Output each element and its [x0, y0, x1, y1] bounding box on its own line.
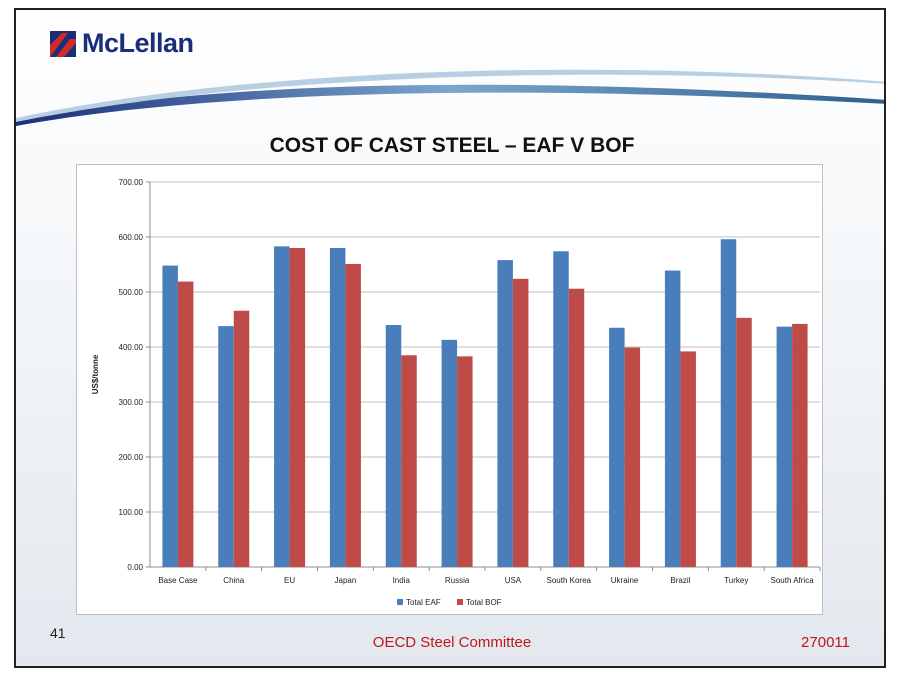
page-number: 41 — [50, 625, 66, 641]
slide: McLellan COST OF CAST STEEL – EAF V BOF … — [14, 8, 886, 668]
y-tick-label: 500.00 — [119, 288, 144, 297]
y-axis-label: US$/tonne — [91, 354, 100, 394]
mclellan-logo-icon — [50, 30, 76, 57]
bar-bof — [736, 317, 752, 567]
y-tick-label: 0.00 — [127, 563, 143, 572]
x-tick-label: Japan — [335, 576, 357, 585]
bar-bof — [512, 278, 529, 567]
bar-eaf — [274, 246, 290, 567]
x-tick-label: China — [223, 576, 244, 585]
x-tick-label: Russia — [445, 576, 470, 585]
header-swoosh — [16, 69, 884, 126]
bar-eaf — [385, 325, 402, 567]
y-tick-label: 200.00 — [119, 453, 144, 462]
bar-chart: 0.00 100.00 200.00 300.00 400.00 500.00 600.00… — [91, 178, 821, 607]
bar-bof — [680, 351, 696, 567]
bar-bof — [233, 310, 250, 567]
bar-eaf — [329, 248, 346, 567]
legend-swatch-bof — [457, 599, 463, 605]
y-tick-label: 100.00 — [119, 508, 144, 517]
footer-code: 270011 — [801, 634, 850, 651]
x-tick-label: India — [393, 576, 411, 585]
legend-label-bof: Total BOF — [466, 598, 502, 607]
y-tick-label: 400.00 — [119, 343, 144, 352]
bar-eaf — [609, 327, 625, 567]
x-tick-label: South Korea — [547, 576, 592, 585]
logo-text: McLellan — [82, 28, 194, 58]
bar-eaf — [441, 339, 458, 567]
bar-bof — [289, 248, 306, 567]
x-tick-label: Turkey — [724, 576, 748, 585]
x-tick-label: EU — [284, 576, 295, 585]
chart-container: 0.00 100.00 200.00 300.00 400.00 500.00 600.00… — [76, 164, 823, 615]
bar-bof — [177, 281, 194, 567]
x-tick-label: USA — [505, 576, 522, 585]
bar-bof — [345, 263, 361, 567]
bar-eaf — [497, 260, 513, 567]
bar-eaf — [664, 270, 681, 567]
logo: McLellan — [50, 28, 194, 59]
x-tick-label: Ukraine — [611, 576, 639, 585]
x-tick-label: Brazil — [670, 576, 690, 585]
bar-bof — [792, 323, 808, 567]
bar-bof — [401, 355, 417, 567]
bar-bof — [457, 356, 473, 567]
bar-bof — [624, 347, 641, 567]
y-tick-label: 300.00 — [119, 398, 144, 407]
slide-title: COST OF CAST STEEL – EAF V BOF — [269, 134, 635, 157]
x-tick-label: Base Case — [158, 576, 198, 585]
bar-eaf — [553, 251, 569, 568]
y-tick-label: 600.00 — [119, 233, 144, 242]
footer-committee: OECD Steel Committee — [372, 634, 532, 651]
bar-eaf — [720, 239, 737, 567]
x-tick-label: South Africa — [771, 576, 815, 585]
legend-label-eaf: Total EAF — [406, 598, 441, 607]
y-tick-label: 700.00 — [119, 178, 144, 187]
legend-swatch-eaf — [397, 599, 403, 605]
bar-bof — [568, 288, 585, 567]
bar-eaf — [162, 265, 178, 567]
bar-eaf — [776, 326, 793, 567]
bar-eaf — [218, 326, 234, 567]
